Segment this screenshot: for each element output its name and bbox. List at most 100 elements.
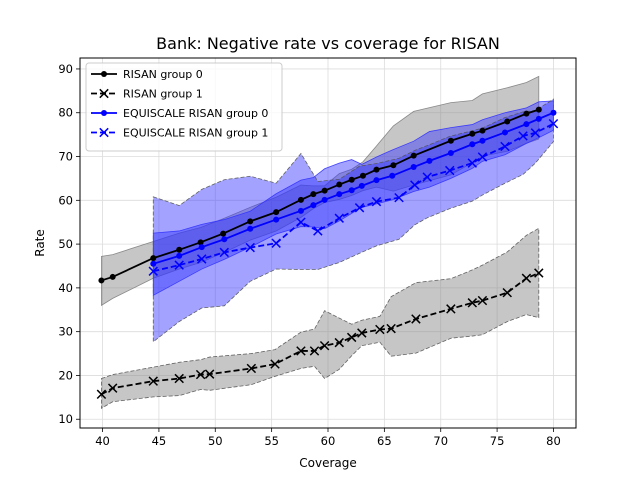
series-1-point <box>386 323 396 334</box>
series-1-point <box>375 324 385 335</box>
series-1-point <box>477 295 488 306</box>
series-3-point <box>313 226 323 236</box>
series-0-point <box>98 277 105 284</box>
series-3-point <box>445 165 455 176</box>
y-tick-label: 70 <box>58 150 73 164</box>
series-0-point <box>373 166 380 173</box>
legend-marker-1 <box>99 88 109 99</box>
legend-label: EQUISCALE RISAN group 1 <box>123 127 268 140</box>
series-0-band <box>101 75 540 307</box>
series-1-point <box>204 369 215 379</box>
series-markers <box>96 106 559 400</box>
series-1-point <box>296 346 306 356</box>
series-2-point <box>221 236 228 243</box>
series-2-point <box>358 182 365 189</box>
series-1-point <box>467 298 478 308</box>
series-3-point <box>394 192 404 203</box>
series-2-point <box>176 252 183 259</box>
series-2-point <box>535 115 542 122</box>
series-0-point <box>109 273 116 280</box>
series-0-point <box>150 255 157 262</box>
series-2-point <box>410 164 417 171</box>
series-3-point <box>219 247 230 258</box>
legend-marker-3 <box>99 127 109 138</box>
series-3-band <box>152 98 554 343</box>
x-tick-label: 45 <box>152 434 167 448</box>
y-tick-label: 10 <box>58 412 73 426</box>
series-1-point <box>96 389 107 400</box>
y-tick-label: 90 <box>58 62 73 76</box>
series-1-point <box>319 340 330 351</box>
y-tick-label: 60 <box>58 193 73 207</box>
series-2-point <box>297 207 304 214</box>
series-0-point <box>176 246 183 253</box>
series-3-point <box>354 203 365 213</box>
series-1-point <box>270 359 280 369</box>
y-axis-label: Rate <box>33 229 47 257</box>
series-0-point <box>247 218 254 225</box>
series-0-point <box>297 196 304 203</box>
x-axis-ticks: 40 45 50 55 60 65 70 75 80 <box>95 428 561 448</box>
series-2-point <box>389 172 396 179</box>
series-3-point <box>271 238 281 248</box>
x-tick-label: 40 <box>95 434 110 448</box>
series-2-point <box>336 191 343 198</box>
series-3-point <box>174 260 184 270</box>
x-tick-label: 60 <box>321 434 336 448</box>
series-1-point <box>346 332 357 343</box>
series-3-point <box>477 152 488 162</box>
series-3-point <box>148 266 159 276</box>
series-0-point <box>359 172 366 179</box>
series-1-point <box>309 346 320 356</box>
series-2-point <box>310 202 317 209</box>
y-tick-label: 30 <box>58 325 73 339</box>
series-0-point <box>523 110 530 117</box>
series-1-band <box>101 227 540 409</box>
series-2-point <box>479 137 486 144</box>
series-2-point <box>273 216 280 223</box>
x-tick-label: 55 <box>264 434 279 448</box>
series-1-point <box>246 363 257 374</box>
series-3-point <box>245 242 255 253</box>
y-axis-ticks: 10 20 30 40 50 60 70 80 90 <box>58 62 80 426</box>
x-axis-label: Coverage <box>299 456 357 470</box>
legend-marker-2 <box>101 110 107 116</box>
series-0-point <box>197 239 204 246</box>
series-0-point <box>535 106 542 113</box>
y-tick-label: 20 <box>58 368 73 382</box>
series-0-point <box>348 176 355 183</box>
series-3-point <box>467 158 478 168</box>
series-1-point <box>411 314 421 324</box>
series-2-point <box>426 157 433 164</box>
series-1-point <box>107 383 118 393</box>
series-0-point <box>479 127 486 134</box>
series-1-point <box>446 304 456 314</box>
series-2-point <box>469 141 476 148</box>
x-tick-label: 50 <box>208 434 223 448</box>
x-tick-label: 75 <box>490 434 505 448</box>
confidence-bands <box>101 75 554 409</box>
series-1-point <box>195 369 206 380</box>
series-1-point <box>148 376 159 386</box>
series-2-point <box>247 225 254 232</box>
legend-label: RISAN group 1 <box>123 88 203 101</box>
series-2-point <box>321 196 328 203</box>
series-0-point <box>321 187 328 194</box>
series-3-point <box>334 213 345 223</box>
series-3-point <box>518 131 528 141</box>
series-3-point <box>500 141 510 152</box>
x-tick-label: 65 <box>377 434 392 448</box>
series-0-point <box>336 181 343 188</box>
series-2-point <box>373 177 380 184</box>
series-2-point <box>150 260 157 267</box>
series-0-point <box>469 130 476 137</box>
series-0-point <box>410 152 417 159</box>
chart-title: Bank: Negative rate vs coverage for RISA… <box>156 34 500 53</box>
series-3-point <box>422 172 432 182</box>
series-2-point <box>550 109 557 116</box>
series-1-point <box>334 337 345 348</box>
series-2-point <box>198 244 205 251</box>
series-3-point <box>197 254 207 264</box>
series-1-point <box>502 287 512 298</box>
